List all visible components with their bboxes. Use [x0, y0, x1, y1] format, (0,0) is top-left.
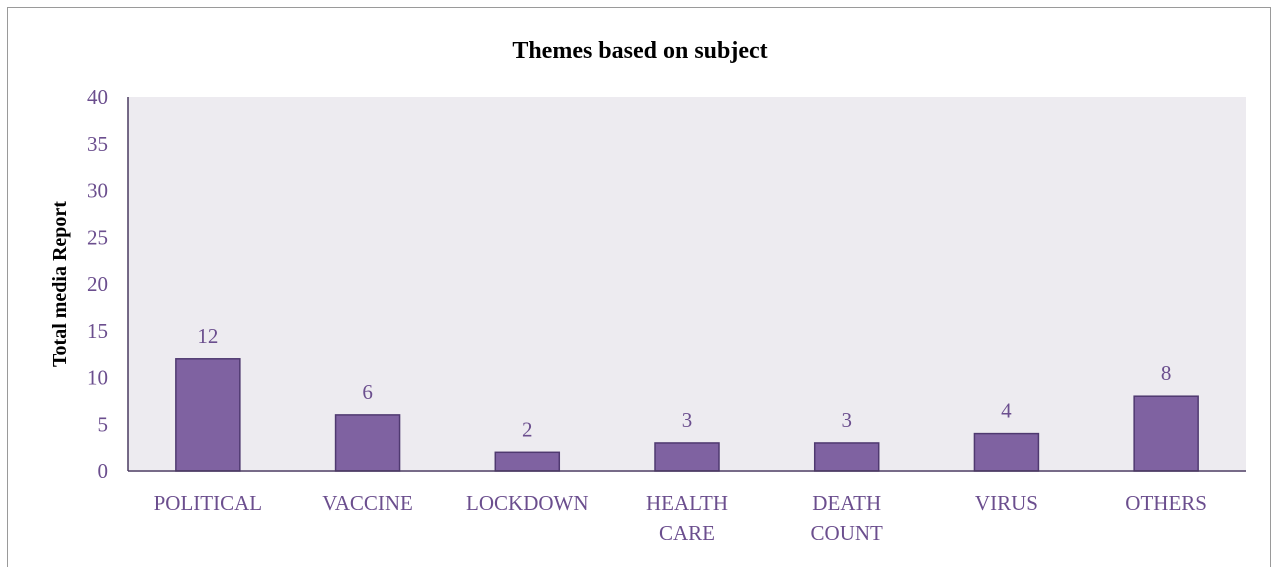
- data-label: 8: [1161, 361, 1172, 385]
- y-tick-label: 40: [87, 85, 108, 109]
- bar: [1133, 395, 1199, 472]
- category-label: VACCINE: [322, 491, 413, 515]
- plot-area: [128, 97, 1246, 470]
- y-tick-label: 5: [98, 412, 109, 436]
- bar: [175, 358, 241, 472]
- data-label: 12: [197, 324, 218, 348]
- category-label: VIRUS: [975, 491, 1038, 515]
- data-label: 2: [522, 417, 533, 441]
- data-label: 3: [682, 408, 693, 432]
- bar: [813, 442, 880, 472]
- data-label: 4: [1001, 399, 1012, 423]
- chart-title: Themes based on subject: [512, 38, 767, 64]
- y-tick-label: 30: [87, 179, 108, 203]
- category-labels-group: POLITICAL VACCINE LOCKDOWN HEALTH CARE DEATH C…: [154, 491, 1207, 545]
- category-label: HEALTH: [646, 491, 728, 515]
- data-label: 3: [841, 408, 852, 432]
- y-tick-label: 10: [87, 366, 108, 390]
- bar: [654, 442, 720, 472]
- y-ticks-group: 0 5 10 15 20 25 30 35 40: [87, 85, 108, 483]
- category-label: LOCKDOWN: [466, 491, 588, 515]
- y-tick-label: 15: [87, 319, 108, 343]
- bar: [494, 451, 561, 472]
- category-label: COUNT: [811, 521, 884, 545]
- bar: [334, 414, 401, 472]
- y-tick-label: 20: [87, 272, 108, 296]
- category-label: POLITICAL: [154, 491, 263, 515]
- category-label: OTHERS: [1125, 491, 1207, 515]
- data-label: 6: [362, 380, 373, 404]
- y-tick-label: 0: [98, 459, 109, 483]
- category-label: DEATH: [812, 491, 881, 515]
- y-axis-label: Total media Report: [49, 201, 71, 367]
- category-label: CARE: [659, 521, 715, 545]
- y-tick-label: 25: [87, 225, 108, 249]
- bar: [973, 432, 1040, 472]
- y-tick-label: 35: [87, 132, 108, 156]
